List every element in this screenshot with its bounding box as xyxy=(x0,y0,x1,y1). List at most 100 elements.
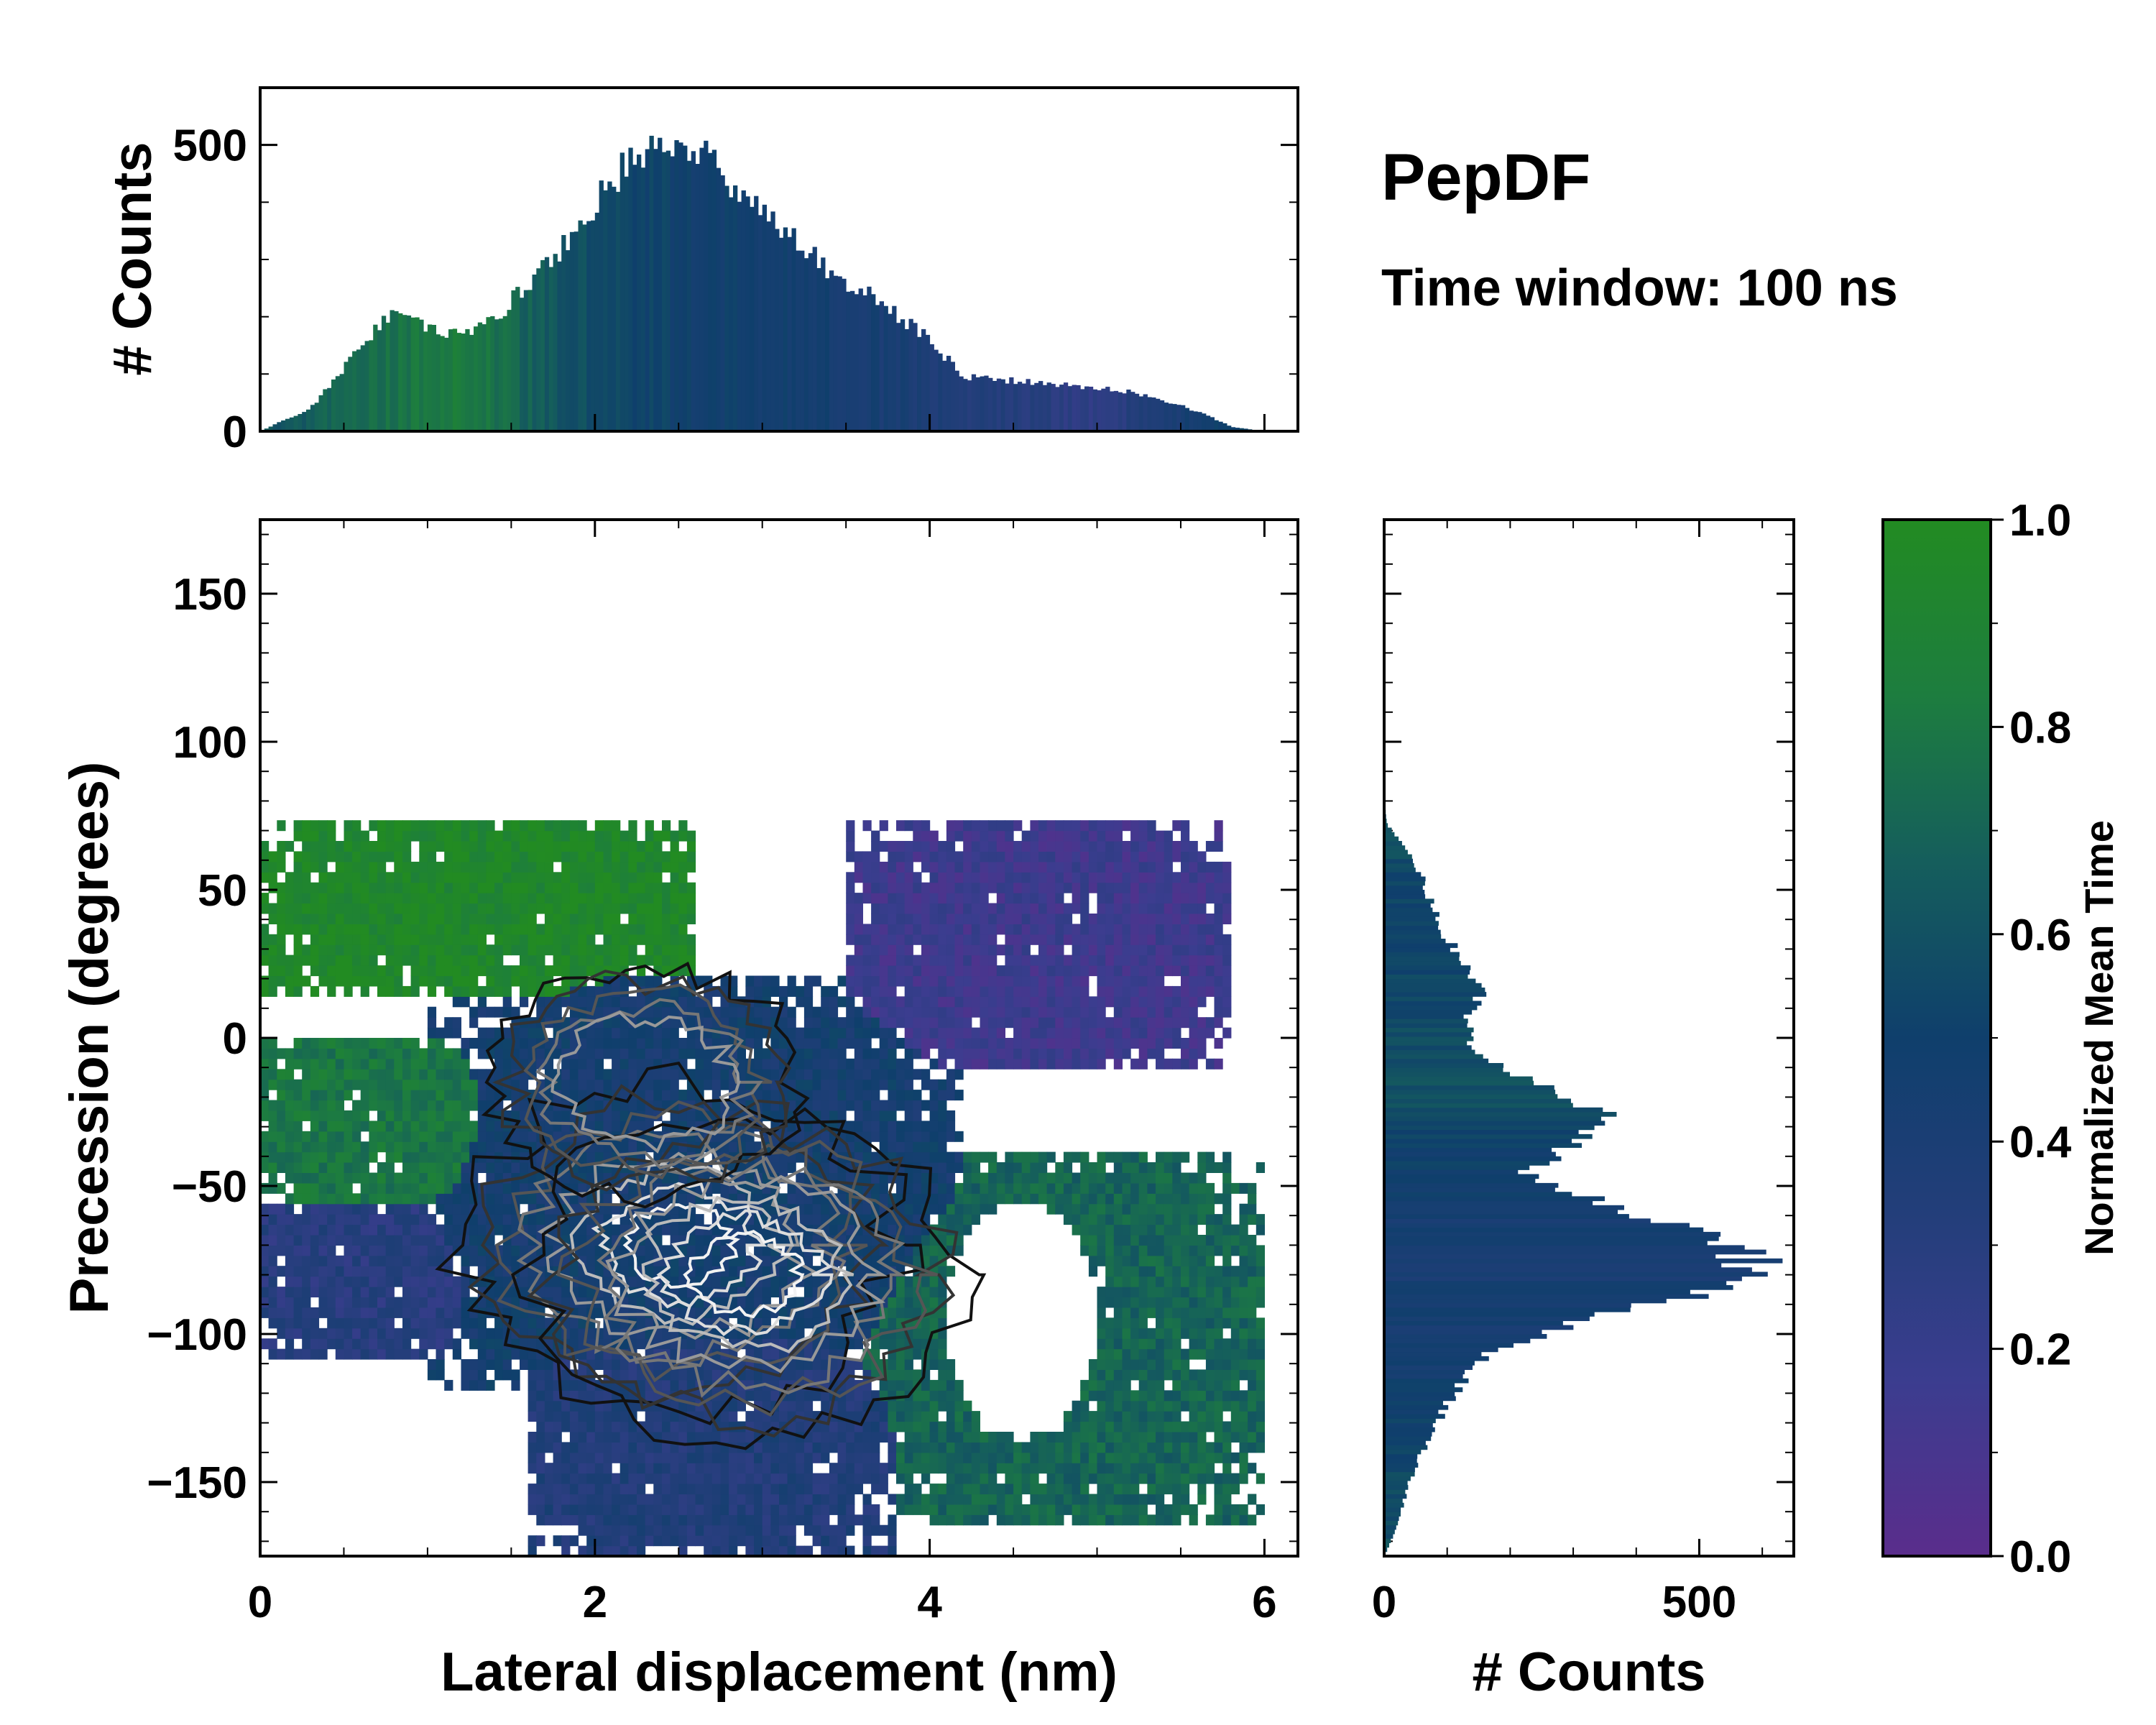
heatmap-cell xyxy=(586,1494,596,1505)
heatmap-cell xyxy=(662,1535,671,1547)
heatmap-cell xyxy=(427,1276,437,1287)
heatmap-cell xyxy=(594,841,604,852)
heatmap-cell xyxy=(427,924,437,935)
heatmap-cell xyxy=(837,1172,847,1184)
heatmap-cell xyxy=(377,1182,387,1194)
heatmap-cell xyxy=(394,1048,403,1059)
heatmap-cell xyxy=(302,1079,311,1090)
heatmap-cell xyxy=(745,1276,755,1287)
heatmap-cell xyxy=(302,1203,311,1215)
heatmap-cell xyxy=(477,830,487,842)
heatmap-cell xyxy=(553,1006,562,1018)
heatmap-cell xyxy=(720,1524,729,1536)
heatmap-cell xyxy=(586,1348,596,1360)
heatmap-cell xyxy=(385,1162,395,1173)
heatmap-cell xyxy=(879,841,888,852)
heatmap-cell xyxy=(369,944,378,956)
heatmap-cell xyxy=(444,1090,453,1101)
heatmap-cell xyxy=(803,1504,814,1515)
top-histogram-bar xyxy=(339,374,344,431)
heatmap-cell xyxy=(645,841,654,852)
heatmap-cell xyxy=(469,954,479,966)
heatmap-cell xyxy=(846,1545,855,1556)
heatmap-cell xyxy=(385,1131,395,1142)
heatmap-cell xyxy=(803,975,814,987)
heatmap-cell xyxy=(803,1524,814,1536)
heatmap-cell xyxy=(410,985,420,997)
heatmap-cell xyxy=(528,1359,537,1370)
heatmap-cell xyxy=(360,1121,369,1132)
top-histogram-bar xyxy=(1042,385,1048,431)
heatmap-cell xyxy=(938,872,947,883)
heatmap-cell xyxy=(711,1369,721,1381)
heatmap-cell xyxy=(293,924,303,935)
heatmap-cell xyxy=(377,1058,387,1070)
heatmap-cell xyxy=(578,1514,587,1526)
heatmap-cell xyxy=(260,985,270,997)
heatmap-cell xyxy=(645,1524,654,1536)
heatmap-cell xyxy=(419,820,428,832)
heatmap-cell xyxy=(402,1287,412,1298)
heatmap-cell xyxy=(377,1338,387,1350)
heatmap-cell xyxy=(678,944,688,956)
heatmap-cell xyxy=(511,882,520,893)
heatmap-cell xyxy=(954,985,964,997)
heatmap-cell xyxy=(318,924,328,935)
heatmap-cell xyxy=(369,1266,378,1277)
top-histogram-bar xyxy=(946,356,952,431)
heatmap-cell xyxy=(821,1504,830,1515)
heatmap-cell xyxy=(394,851,403,862)
heatmap-cell xyxy=(511,1090,520,1101)
heatmap-cell xyxy=(929,975,939,987)
heatmap-cell xyxy=(871,944,880,956)
heatmap-cell xyxy=(377,1297,387,1308)
heatmap-cell xyxy=(452,1141,461,1153)
top-histogram-bar xyxy=(1151,397,1156,431)
heatmap-cell xyxy=(695,1504,704,1515)
heatmap-cell xyxy=(829,1442,839,1453)
heatmap-cell xyxy=(929,1432,939,1443)
heatmap-cell xyxy=(344,893,353,904)
heatmap-cell xyxy=(586,1100,596,1111)
heatmap-cell xyxy=(260,1141,270,1153)
heatmap-cell xyxy=(770,985,780,997)
heatmap-cell xyxy=(569,861,579,873)
heatmap-cell xyxy=(486,1348,495,1360)
heatmap-cell xyxy=(277,1069,286,1080)
heatmap-cell xyxy=(344,914,353,924)
heatmap-cell xyxy=(879,1545,888,1556)
heatmap-cell xyxy=(561,1069,571,1080)
heatmap-cell xyxy=(310,1110,320,1121)
heatmap-cell xyxy=(954,1473,964,1484)
heatmap-cell xyxy=(971,1203,980,1215)
heatmap-cell xyxy=(260,1338,270,1350)
heatmap-cell xyxy=(929,1131,939,1142)
heatmap-cell xyxy=(888,985,897,997)
heatmap-cell xyxy=(486,1121,495,1132)
heatmap-cell xyxy=(821,1017,830,1029)
heatmap-cell xyxy=(594,851,604,862)
heatmap-cell xyxy=(913,1307,922,1318)
heatmap-cell xyxy=(637,1048,646,1059)
heatmap-cell xyxy=(335,954,344,966)
heatmap-cell xyxy=(318,1151,328,1163)
heatmap-cell xyxy=(612,1535,621,1547)
heatmap-cell xyxy=(603,1421,612,1432)
heatmap-cell xyxy=(980,1017,989,1029)
heatmap-cell xyxy=(277,924,286,935)
heatmap-cell xyxy=(544,1473,554,1484)
heatmap-cell xyxy=(704,1535,713,1547)
heatmap-cell xyxy=(946,975,956,987)
heatmap-cell xyxy=(536,1048,545,1059)
heatmap-cell xyxy=(896,1379,906,1391)
heatmap-cell xyxy=(938,1307,947,1318)
heatmap-cell xyxy=(896,1276,906,1287)
top-histogram-bar xyxy=(787,236,792,431)
heatmap-cell xyxy=(335,851,344,862)
heatmap-cell xyxy=(285,1131,295,1142)
heatmap-cell xyxy=(913,1452,922,1463)
heatmap-cell xyxy=(971,924,980,935)
heatmap-cell xyxy=(461,903,470,914)
heatmap-cell xyxy=(645,1027,654,1039)
heatmap-cell xyxy=(377,861,387,873)
